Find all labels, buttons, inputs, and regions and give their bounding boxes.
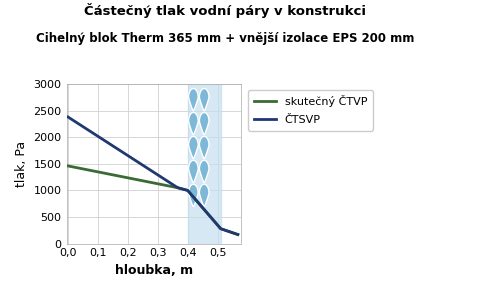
Text: Cihelný blok Therm 365 mm + vnější izolace EPS 200 mm: Cihelný blok Therm 365 mm + vnější izola…: [36, 32, 414, 45]
Polygon shape: [200, 160, 209, 182]
ČTSVP: [174, 186, 180, 190]
skutečný ČTVP: [184, 189, 190, 192]
ČTSVP: [65, 115, 71, 119]
skutečný ČTVP: [218, 227, 224, 230]
ČTSVP: [235, 233, 241, 236]
Y-axis label: tlak, Pa: tlak, Pa: [15, 141, 28, 187]
ČTSVP: [218, 227, 224, 230]
ČTSVP: [184, 189, 190, 192]
Line: skutečný ČTVP: skutečný ČTVP: [68, 166, 238, 234]
Polygon shape: [200, 112, 209, 135]
Polygon shape: [188, 184, 198, 206]
skutečný ČTVP: [174, 186, 180, 190]
Polygon shape: [188, 160, 198, 182]
X-axis label: hloubka, m: hloubka, m: [114, 264, 193, 277]
skutečný ČTVP: [235, 233, 241, 236]
Bar: [188, 84, 220, 244]
skutečný ČTVP: [65, 164, 71, 168]
Polygon shape: [188, 136, 198, 158]
Polygon shape: [200, 184, 209, 206]
Line: ČTSVP: ČTSVP: [68, 117, 238, 234]
Text: Částečný tlak vodní páry v konstrukci: Částečný tlak vodní páry v konstrukci: [84, 3, 366, 18]
Polygon shape: [200, 88, 209, 111]
Legend: skutečný ČTVP, ČTSVP: skutečný ČTVP, ČTSVP: [248, 90, 373, 131]
Polygon shape: [188, 88, 198, 111]
Polygon shape: [188, 112, 198, 135]
Polygon shape: [200, 136, 209, 158]
